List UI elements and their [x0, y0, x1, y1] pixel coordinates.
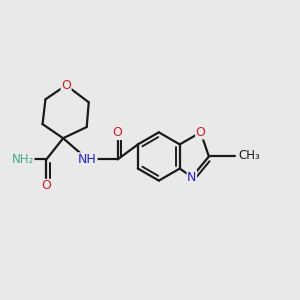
Text: CH₃: CH₃: [238, 149, 260, 162]
Text: O: O: [61, 79, 71, 92]
Text: NH: NH: [78, 153, 97, 166]
Text: NH₂: NH₂: [12, 153, 34, 166]
Text: O: O: [113, 126, 122, 140]
Text: O: O: [41, 179, 51, 192]
Text: N: N: [187, 171, 196, 184]
Text: O: O: [196, 126, 206, 139]
